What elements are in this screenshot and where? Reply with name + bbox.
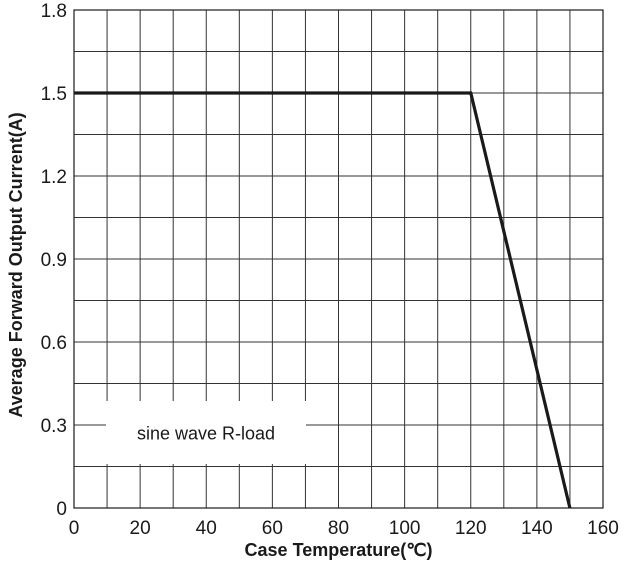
grid-lines <box>74 10 603 508</box>
y-tick-label: 0.3 <box>41 416 67 437</box>
plot-area-frame <box>73 9 604 509</box>
x-tick-label: 0 <box>69 518 80 539</box>
x-tick-label: 160 <box>587 518 619 539</box>
annotation-label: sine wave R-load <box>137 424 275 444</box>
x-tick-label: 20 <box>130 518 151 539</box>
y-tick-label: 1.8 <box>41 1 67 22</box>
x-axis-title: Case Temperature(℃) <box>245 540 433 560</box>
y-tick-label: 0.6 <box>41 333 67 354</box>
x-tick-label: 140 <box>521 518 553 539</box>
y-tick-label: 1.5 <box>41 84 67 105</box>
x-tick-label: 100 <box>389 518 421 539</box>
x-tick-label: 60 <box>262 518 283 539</box>
y-tick-label: 1.2 <box>41 167 67 188</box>
y-axis-tick-labels: 0 0.3 0.6 0.9 1.2 1.5 1.8 <box>41 1 67 520</box>
x-tick-label: 80 <box>328 518 349 539</box>
y-tick-label: 0.9 <box>41 250 67 271</box>
x-axis-tick-labels: 0 20 40 60 80 100 120 140 160 <box>69 518 619 539</box>
x-tick-label: 40 <box>196 518 217 539</box>
y-axis-title: Average Forward Output Current(A) <box>6 112 26 417</box>
series-line <box>74 91 572 509</box>
x-tick-label: 120 <box>455 518 487 539</box>
y-tick-label: 0 <box>56 499 67 520</box>
series-layer <box>74 91 572 509</box>
annotations: sine wave R-load <box>137 424 275 444</box>
